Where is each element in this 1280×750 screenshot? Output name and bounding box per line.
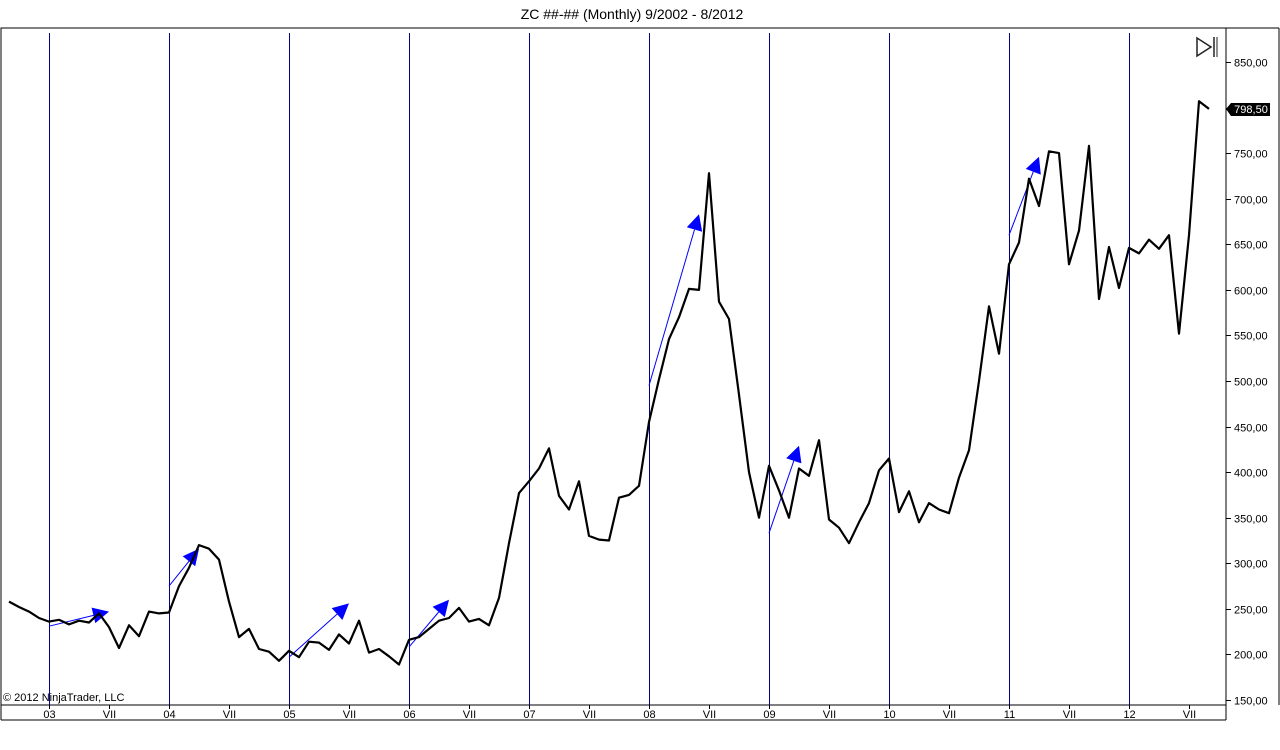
x-tick-label: 08 xyxy=(643,709,655,721)
price-series xyxy=(8,100,1210,666)
x-tick-label: 04 xyxy=(163,709,175,721)
y-tick-label: 350,00 xyxy=(1234,514,1268,526)
x-tick-label: VII xyxy=(343,709,356,721)
x-tick-label: 11 xyxy=(1004,709,1015,721)
trend-arrow-head xyxy=(786,445,802,464)
price-line xyxy=(8,100,1210,666)
x-tick-label: VII xyxy=(943,709,956,721)
trend-arrow-line xyxy=(48,614,94,627)
trend-arrow-head xyxy=(1025,156,1041,175)
y-tick-label: 700,00 xyxy=(1234,195,1268,207)
y-tick-label: 250,00 xyxy=(1234,605,1268,617)
trend-arrow-line xyxy=(168,560,190,587)
y-tick-label: 450,00 xyxy=(1234,423,1268,435)
trend-arrow-line xyxy=(288,613,338,658)
y-tick-label: 550,00 xyxy=(1234,331,1268,343)
trend-arrow-head xyxy=(686,214,703,232)
x-tick-label: 07 xyxy=(523,709,535,721)
last-price-label: 798,50 xyxy=(1234,104,1268,116)
x-tick-label: VII xyxy=(1063,709,1076,721)
x-tick-label: VII xyxy=(1183,709,1196,721)
x-tick-label: VII xyxy=(103,709,116,721)
y-tick-label: 200,00 xyxy=(1234,650,1268,662)
x-tick-label: VII xyxy=(463,709,476,721)
y-tick-label: 650,00 xyxy=(1234,240,1268,252)
x-tick-label: VII xyxy=(583,709,596,721)
go-to-end-icon[interactable] xyxy=(1193,36,1221,60)
plot-frame xyxy=(0,27,1227,706)
x-tick-label: 05 xyxy=(283,709,295,721)
trend-arrow-line xyxy=(648,229,695,386)
y-tick-label: 500,00 xyxy=(1234,377,1268,389)
trend-arrow-head xyxy=(432,599,449,618)
play-triangle-icon xyxy=(1196,36,1213,58)
copyright-text: © 2012 NinjaTrader, LLC xyxy=(3,692,124,704)
y-tick-label: 600,00 xyxy=(1234,286,1268,298)
x-tick-label: VII xyxy=(703,709,716,721)
y-tick-label: 750,00 xyxy=(1234,149,1268,161)
x-tick-label: 09 xyxy=(763,709,775,721)
x-tick-label: VII xyxy=(223,709,236,721)
trend-arrow-head xyxy=(331,603,349,620)
chart-title: ZC ##-## (Monthly) 9/2002 - 8/2012 xyxy=(521,6,744,22)
year-break-lines xyxy=(49,33,1130,705)
y-tick-label: 400,00 xyxy=(1234,468,1268,480)
y-tick-label: 150,00 xyxy=(1234,696,1268,708)
last-price-marker: 798,50 xyxy=(1226,103,1270,116)
last-price-badge xyxy=(1226,103,1270,116)
x-tick-label: 06 xyxy=(403,709,415,721)
y-axis: 150,00 200,00 250,00 300,00 350,00 400,00 450,… xyxy=(1226,58,1268,708)
trend-arrow-line xyxy=(408,611,440,648)
x-tick-label: 10 xyxy=(883,709,895,721)
y-tick-label: 300,00 xyxy=(1234,559,1268,571)
x-tick-label: VII xyxy=(823,709,836,721)
y-tick-label: 850,00 xyxy=(1234,58,1268,70)
x-tick-label: 12 xyxy=(1123,709,1135,721)
x-axis: 03 VII 04 VII 05 VII 06 VII 07 VII 08 VII 09 VII 10 VII… xyxy=(43,705,1196,721)
x-tick-label: 03 xyxy=(43,709,55,721)
